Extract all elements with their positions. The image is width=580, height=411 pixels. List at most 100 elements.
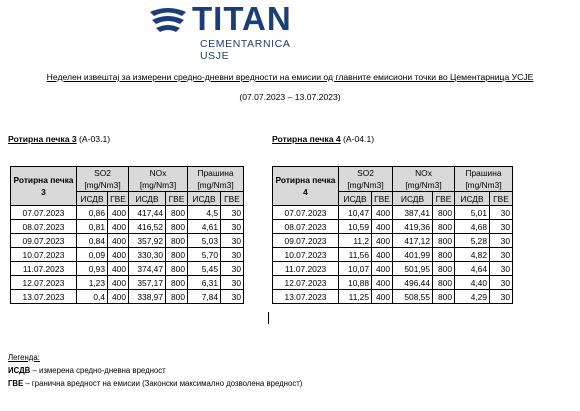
value-cell: 5,03 <box>187 233 221 248</box>
value-cell: 1,23 <box>76 275 108 290</box>
value-cell: 0,81 <box>76 219 108 234</box>
table-row: 09.07.2023 0,84 400 357,92 800 5,03 30 <box>10 233 244 248</box>
sub-header: ИСДВ <box>338 191 372 206</box>
value-cell: 10,47 <box>338 205 372 220</box>
group-header-nox: NOx [mg/Nm3] <box>392 166 455 192</box>
value-cell: 800 <box>432 275 455 290</box>
value-cell: 400 <box>371 275 393 290</box>
group-header-dust: Прашина [mg/Nm3] <box>187 166 244 192</box>
value-cell: 4,61 <box>187 219 221 234</box>
value-cell: 800 <box>165 261 188 276</box>
sub-header: ИСДВ <box>187 191 221 206</box>
value-cell: 508,55 <box>392 289 433 304</box>
value-cell: 800 <box>432 205 455 220</box>
section-title-kiln-4: Ротирна печка 4 (А-04.1) <box>272 134 374 144</box>
value-cell: 400 <box>371 261 393 276</box>
value-cell: 800 <box>165 247 188 262</box>
value-cell: 400 <box>107 247 129 262</box>
value-cell: 496,44 <box>392 275 433 290</box>
row-header: Ротирна печка 3 <box>10 166 77 206</box>
table-row: 08.07.2023 10,59 400 419,36 800 4,68 30 <box>272 219 513 234</box>
value-cell: 0,93 <box>76 261 108 276</box>
date-cell: 09.07.2023 <box>10 233 77 248</box>
sub-header: ГВЕ <box>489 191 513 206</box>
row-header: Ротирна печка 4 <box>272 166 339 206</box>
section-title-kiln-3: Ротирна печка 3 (А-03.1) <box>8 134 110 144</box>
value-cell: 4,29 <box>454 289 490 304</box>
value-cell: 800 <box>432 233 455 248</box>
value-cell: 800 <box>165 219 188 234</box>
group-header-dust: Прашина [mg/Nm3] <box>454 166 513 192</box>
value-cell: 0,86 <box>76 205 108 220</box>
value-cell: 400 <box>107 261 129 276</box>
value-cell: 357,92 <box>128 233 166 248</box>
table-row: 12.07.2023 10,88 400 496,44 800 4,40 30 <box>272 275 513 290</box>
value-cell: 400 <box>371 289 393 304</box>
value-cell: 30 <box>489 247 513 262</box>
value-cell: 800 <box>165 233 188 248</box>
value-cell: 30 <box>220 247 244 262</box>
section-title-text: Ротирна печка 4 <box>272 134 341 144</box>
value-cell: 400 <box>371 233 393 248</box>
group-header-so2: SO2 [mg/Nm3] <box>76 166 129 192</box>
date-cell: 13.07.2023 <box>10 289 77 304</box>
date-cell: 11.07.2023 <box>272 261 339 276</box>
table-row: 11.07.2023 10,07 400 501,95 800 4,64 30 <box>272 261 513 276</box>
value-cell: 800 <box>432 247 455 262</box>
value-cell: 11,56 <box>338 247 372 262</box>
value-cell: 0,84 <box>76 233 108 248</box>
value-cell: 5,70 <box>187 247 221 262</box>
sub-header: ИСДВ <box>128 191 166 206</box>
value-cell: 417,44 <box>128 205 166 220</box>
date-cell: 08.07.2023 <box>10 219 77 234</box>
table-row: 12.07.2023 1,23 400 357,17 800 6,31 30 <box>10 275 244 290</box>
legend-item: ГВЕ – гранична вредност на емисии (Закон… <box>8 379 303 388</box>
value-cell: 30 <box>220 233 244 248</box>
date-cell: 09.07.2023 <box>272 233 339 248</box>
value-cell: 30 <box>220 261 244 276</box>
sub-header: ГВЕ <box>107 191 129 206</box>
value-cell: 419,36 <box>392 219 433 234</box>
table-row: 09.07.2023 11,2 400 417,12 800 5,28 30 <box>272 233 513 248</box>
value-cell: 30 <box>220 275 244 290</box>
value-cell: 5,01 <box>454 205 490 220</box>
value-cell: 400 <box>371 247 393 262</box>
sub-header: ГВЕ <box>432 191 455 206</box>
group-header-so2: SO2 [mg/Nm3] <box>338 166 393 192</box>
value-cell: 417,12 <box>392 233 433 248</box>
value-cell: 5,28 <box>454 233 490 248</box>
section-title-text: Ротирна печка 3 <box>8 134 77 144</box>
value-cell: 357,17 <box>128 275 166 290</box>
legend-title: Легенда: <box>8 353 40 362</box>
group-header-nox: NOx [mg/Nm3] <box>128 166 188 192</box>
value-cell: 30 <box>489 219 513 234</box>
table-row: 08.07.2023 0,81 400 416,52 800 4,61 30 <box>10 219 244 234</box>
value-cell: 30 <box>489 261 513 276</box>
value-cell: 330,30 <box>128 247 166 262</box>
value-cell: 400 <box>107 205 129 220</box>
section-code: (А-03.1) <box>79 134 111 144</box>
titan-logo-mark-icon <box>150 8 186 32</box>
value-cell: 501,95 <box>392 261 433 276</box>
value-cell: 800 <box>432 289 455 304</box>
value-cell: 30 <box>220 205 244 220</box>
value-cell: 30 <box>489 233 513 248</box>
value-cell: 6,31 <box>187 275 221 290</box>
value-cell: 400 <box>107 289 129 304</box>
value-cell: 400 <box>371 205 393 220</box>
value-cell: 4,5 <box>187 205 221 220</box>
value-cell: 11,2 <box>338 233 372 248</box>
value-cell: 30 <box>220 219 244 234</box>
section-code: (А-04.1) <box>343 134 375 144</box>
value-cell: 30 <box>489 205 513 220</box>
value-cell: 338,97 <box>128 289 166 304</box>
sub-header: ИСДВ <box>392 191 433 206</box>
date-cell: 08.07.2023 <box>272 219 339 234</box>
value-cell: 387,41 <box>392 205 433 220</box>
report-period: (07.07.2023 – 13.07.2023) <box>239 92 341 102</box>
report-heading: Неделен извештај за измерени средно-днев… <box>46 72 534 82</box>
date-cell: 07.07.2023 <box>272 205 339 220</box>
date-cell: 07.07.2023 <box>10 205 77 220</box>
logo-subtitle: CEMENTARNICA USJE <box>200 38 290 62</box>
value-cell: 400 <box>371 219 393 234</box>
